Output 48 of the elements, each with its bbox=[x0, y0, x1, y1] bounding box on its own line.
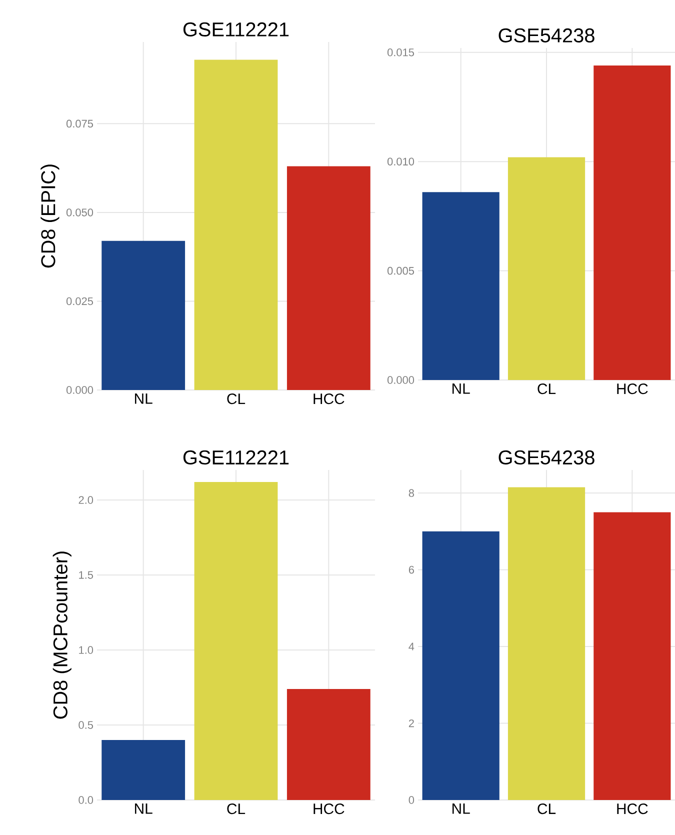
x-tick-label: NL bbox=[135, 804, 152, 814]
y-tick-label: 0.010 bbox=[387, 158, 414, 166]
y-tick-label: 1.0 bbox=[79, 646, 94, 654]
y-axis-title: CD8 (EPIC) bbox=[40, 164, 60, 268]
chart-title: GSE112221 bbox=[183, 450, 289, 464]
x-tick-label: CL bbox=[227, 804, 246, 814]
chart-title: GSE54238 bbox=[498, 450, 594, 464]
y-axis-title: CD8 (MCPcounter) bbox=[52, 552, 72, 719]
bar bbox=[508, 157, 586, 380]
y-tick-label: 0.075 bbox=[66, 120, 94, 128]
y-tick-label: 0.015 bbox=[387, 48, 414, 56]
x-tick-label: CL bbox=[538, 804, 556, 814]
bar bbox=[286, 689, 370, 800]
chart-title: GSE112221 bbox=[183, 22, 289, 36]
bar bbox=[422, 192, 500, 380]
chart-title: GSE54238 bbox=[498, 28, 594, 42]
y-tick-label: 4 bbox=[408, 642, 414, 650]
x-tick-label: HCC bbox=[617, 804, 648, 814]
bar bbox=[594, 65, 671, 380]
bar bbox=[102, 740, 186, 800]
bar bbox=[194, 60, 278, 390]
y-tick-label: 0.000 bbox=[66, 386, 94, 394]
bar bbox=[286, 166, 370, 390]
x-tick-label: HCC bbox=[314, 394, 344, 404]
x-tick-label: NL bbox=[452, 804, 470, 814]
bar bbox=[422, 531, 500, 800]
x-tick-label: NL bbox=[135, 394, 152, 404]
x-tick-label: NL bbox=[452, 384, 470, 394]
x-tick-label: CL bbox=[227, 394, 246, 404]
x-tick-label: HCC bbox=[314, 804, 344, 814]
y-tick-label: 0.050 bbox=[66, 208, 94, 216]
x-tick-label: HCC bbox=[617, 384, 648, 394]
bar bbox=[102, 240, 186, 390]
x-tick-label: CL bbox=[538, 384, 556, 394]
bar bbox=[508, 487, 586, 800]
y-tick-label: 0 bbox=[408, 796, 414, 804]
bar bbox=[594, 512, 671, 800]
y-tick-label: 8 bbox=[408, 489, 414, 497]
y-tick-label: 0.5 bbox=[78, 721, 94, 729]
y-tick-label: 0.005 bbox=[387, 266, 414, 275]
y-tick-label: 2 bbox=[408, 719, 414, 728]
y-tick-label: 2.0 bbox=[78, 496, 94, 504]
bar bbox=[194, 482, 278, 800]
y-tick-label: 1.5 bbox=[79, 571, 94, 579]
y-tick-label: 0.000 bbox=[387, 376, 414, 384]
y-tick-label: 6 bbox=[408, 566, 414, 574]
y-tick-label: 0.0 bbox=[78, 796, 94, 804]
y-tick-label: 0.025 bbox=[66, 297, 94, 306]
